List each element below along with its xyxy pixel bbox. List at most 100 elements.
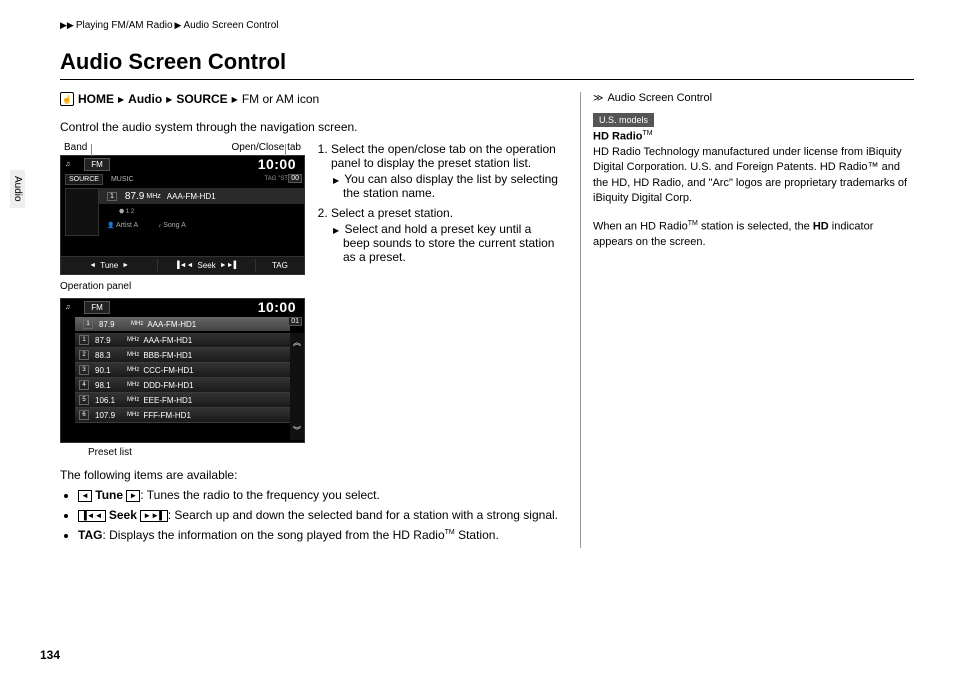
- frequency: 106.1: [95, 396, 127, 405]
- radio-screen-2: ♫ FM 10:00 1 87.9 MHz AAA-FM-HD1 01 187.…: [60, 298, 305, 443]
- operation-panel-label: Operation panel: [60, 281, 305, 292]
- nav-path: ☝ HOME ▶ Audio ▶ SOURCE ▶ FM or AM icon: [60, 92, 560, 106]
- avail-tune: ◄ Tune ►: Tunes the radio to the frequen…: [78, 488, 560, 502]
- band-label: Band: [64, 142, 87, 153]
- station-name: DDD-FM-HD1: [143, 381, 193, 390]
- avail-tag: TAG: Displays the information on the son…: [78, 528, 560, 542]
- page-number: 134: [40, 648, 60, 662]
- station-name[interactable]: AAA-FM-HD1: [167, 192, 216, 201]
- chevron-down-icon[interactable]: ︾: [293, 425, 301, 436]
- nav-home: HOME: [78, 92, 114, 106]
- us-models-badge: U.S. models: [593, 113, 654, 127]
- music-note-icon: ♫: [65, 161, 70, 168]
- album-art: [65, 188, 99, 236]
- tune-button[interactable]: ◄Tune►: [61, 259, 158, 272]
- song: ♪ Song A: [158, 222, 186, 229]
- preset-num-icon: 6: [79, 410, 89, 420]
- intro-text: Control the audio system through the nav…: [60, 120, 560, 134]
- preset-row[interactable]: 2 88.3MHz BBB-FM-HD1: [75, 348, 290, 363]
- preset-row[interactable]: 4 98.1MHz DDD-FM-HD1: [75, 378, 290, 393]
- arrow-icon: ▶: [166, 95, 172, 104]
- seek-button[interactable]: ▐◄◄Seek►►▌: [158, 259, 255, 272]
- station-name: FFF-FM-HD1: [143, 411, 191, 420]
- preset-row[interactable]: 3 90.1MHz CCC-FM-HD1: [75, 363, 290, 378]
- frequency: 107.9: [95, 411, 127, 420]
- frequency: 87.9: [95, 336, 127, 345]
- preset-num-icon: 1: [83, 319, 93, 329]
- freq-unit: MHz: [127, 352, 139, 358]
- tag-button[interactable]: TAG: [256, 259, 304, 272]
- side-tab[interactable]: 01: [288, 317, 302, 326]
- freq-unit: MHz: [127, 382, 139, 388]
- preset-num-icon: 5: [79, 395, 89, 405]
- preset-num-icon: 3: [79, 365, 89, 375]
- scroll-control[interactable]: ︽ ︾: [290, 333, 304, 440]
- preset-num-icon: 1: [79, 335, 89, 345]
- bc-1: Playing FM/AM Radio: [76, 20, 173, 31]
- arrow-icon: ▶▶: [60, 20, 74, 31]
- available-header: The following items are available:: [60, 468, 560, 482]
- freq-unit: MHz: [127, 412, 139, 418]
- openclose-label: Open/Close tab: [232, 142, 302, 153]
- band-indicator[interactable]: FM: [84, 301, 110, 314]
- tag-st: TAG "ST": [265, 176, 290, 182]
- station-name: AAA-FM-HD1: [143, 336, 192, 345]
- preset-list-label: Preset list: [88, 447, 305, 458]
- frequency: 87.9: [125, 191, 144, 202]
- frequency: 88.3: [95, 351, 127, 360]
- touch-icon: ☝: [60, 92, 74, 106]
- right-arrow-icon: ►: [126, 490, 140, 502]
- music-label: MUSIC: [111, 176, 134, 183]
- bc-2: Audio Screen Control: [183, 20, 278, 31]
- nav-source: SOURCE: [176, 92, 227, 106]
- step-1: Select the open/close tab on the operati…: [331, 142, 560, 200]
- hd-radio-section: HD RadioTM HD Radio Technology manufactu…: [593, 129, 914, 207]
- hd-indicator: 1 2: [126, 209, 134, 215]
- freq-unit: MHz: [127, 367, 139, 373]
- frequency: 87.9: [99, 320, 131, 329]
- freq-unit: MHz: [146, 193, 160, 200]
- arrow-icon: ▶: [118, 95, 124, 104]
- preset-list: 187.9MHzAAA-FM-HD1288.3MHzBBB-FM-HD1390.…: [75, 333, 290, 440]
- page-title: Audio Screen Control: [60, 49, 914, 80]
- clock: 10:00: [258, 299, 296, 315]
- side-tab[interactable]: 00: [288, 174, 302, 183]
- preset-row[interactable]: 5 106.1MHz EEE-FM-HD1: [75, 393, 290, 408]
- preset-row[interactable]: 6 107.9MHz FFF-FM-HD1: [75, 408, 290, 423]
- frequency: 98.1: [95, 381, 127, 390]
- preset-num-icon: 4: [79, 380, 89, 390]
- left-arrow-icon: ◄: [78, 490, 92, 502]
- band-indicator[interactable]: FM: [84, 158, 110, 171]
- step-2: Select a preset station. ▶ Select and ho…: [331, 206, 560, 264]
- avail-seek: ▐◄◄ Seek ►►▌: Search up and down the sel…: [78, 508, 560, 522]
- next-icon: ►►▌: [140, 510, 168, 522]
- preset-num-icon: 2: [79, 350, 89, 360]
- clock: 10:00: [258, 156, 296, 172]
- freq-unit: MHz: [127, 337, 139, 343]
- source-button[interactable]: SOURCE: [65, 174, 103, 185]
- station-name: BBB-FM-HD1: [143, 351, 192, 360]
- station-name: AAA-FM-HD1: [147, 320, 196, 329]
- step-2-sub: Select and hold a preset key until a bee…: [343, 222, 554, 264]
- sidebar-header: ≫ Audio Screen Control: [593, 92, 914, 104]
- nav-audio: Audio: [128, 92, 162, 106]
- section-tab: Audio: [10, 170, 25, 208]
- artist: 👤 Artist A: [107, 222, 138, 229]
- arrow-icon: ▶: [232, 95, 238, 104]
- station-name: CCC-FM-HD1: [143, 366, 193, 375]
- arrow-icon: ▶: [175, 20, 182, 31]
- freq-unit: MHz: [131, 321, 143, 327]
- music-note-icon: ♫: [65, 304, 70, 311]
- prev-icon: ▐◄◄: [78, 510, 106, 522]
- nav-tail: FM or AM icon: [242, 92, 319, 106]
- chevron-up-icon[interactable]: ︽: [293, 337, 301, 348]
- breadcrumb: ▶▶ Playing FM/AM Radio ▶ Audio Screen Co…: [60, 20, 914, 31]
- radio-screen-1: ♫ FM 10:00 SOURCE MUSIC TAG "ST" 00: [60, 155, 305, 275]
- step-1-sub: You can also display the list by selecti…: [343, 172, 558, 200]
- hd-indicator-note: When an HD RadioTM station is selected, …: [593, 219, 914, 250]
- preset-row[interactable]: 1 87.9MHz AAA-FM-HD1: [75, 333, 290, 348]
- station-name: EEE-FM-HD1: [143, 396, 192, 405]
- freq-unit: MHz: [127, 397, 139, 403]
- frequency: 90.1: [95, 366, 127, 375]
- double-arrow-icon: ≫: [593, 93, 603, 104]
